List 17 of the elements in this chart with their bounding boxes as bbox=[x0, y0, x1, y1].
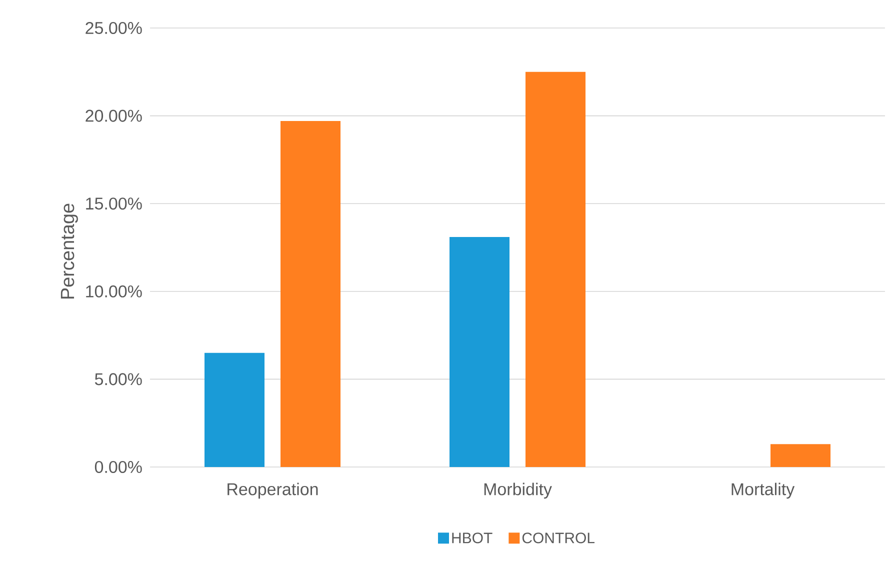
y-tick-label: 15.00% bbox=[86, 198, 142, 210]
x-tick-label: Morbidity bbox=[484, 482, 552, 499]
bar bbox=[526, 72, 586, 467]
y-tick-label: 20.00% bbox=[86, 110, 142, 122]
y-tick-label: 25.00% bbox=[86, 22, 142, 34]
bar bbox=[450, 236, 510, 467]
y-tick-label: 10.00% bbox=[86, 285, 142, 298]
bar bbox=[770, 444, 830, 467]
legend-label: HBOT bbox=[452, 532, 492, 544]
legend-label: CONTROL bbox=[522, 532, 594, 544]
y-axis-title: Percentage bbox=[60, 204, 78, 299]
bar bbox=[280, 121, 341, 467]
y-tick-label: 5.00% bbox=[94, 373, 142, 386]
y-tick-label: 0.00% bbox=[94, 460, 142, 474]
x-tick-label: Reoperation bbox=[228, 482, 318, 499]
bar bbox=[204, 352, 265, 467]
x-tick-label: Mortality bbox=[732, 482, 795, 499]
